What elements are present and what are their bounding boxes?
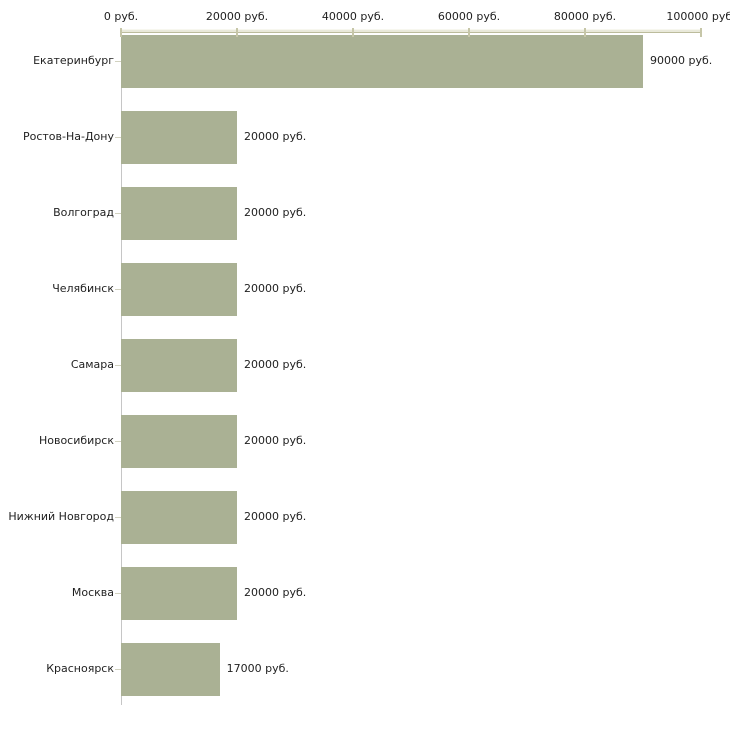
x-tick-mark — [584, 28, 586, 37]
x-tick-label: 60000 руб. — [437, 10, 501, 23]
bar — [121, 338, 237, 392]
value-label: 90000 руб. — [650, 54, 713, 67]
x-tick-label: 20000 руб. — [205, 10, 269, 23]
x-tick-label: 40000 руб. — [321, 10, 385, 23]
category-label: Красноярск — [46, 662, 114, 675]
category-label: Новосибирск — [38, 434, 114, 447]
category-tick — [115, 137, 121, 138]
category-label: Волгоград — [53, 206, 114, 219]
x-tick-mark — [120, 28, 122, 37]
bar — [121, 262, 237, 316]
bar — [121, 34, 643, 88]
category-label: Ростов-На-Дону — [22, 130, 114, 143]
x-tick-mark — [236, 28, 238, 37]
bar — [121, 110, 237, 164]
category-tick — [115, 441, 121, 442]
category-label: Москва — [71, 586, 114, 599]
category-tick — [115, 669, 121, 670]
value-label: 20000 руб. — [244, 434, 307, 447]
value-label: 20000 руб. — [244, 586, 307, 599]
value-label: 20000 руб. — [244, 130, 307, 143]
bar — [121, 414, 237, 468]
x-tick-mark — [700, 28, 702, 37]
category-tick — [115, 213, 121, 214]
category-tick — [115, 61, 121, 62]
value-label: 20000 руб. — [244, 206, 307, 219]
value-label: 20000 руб. — [244, 282, 307, 295]
value-label: 20000 руб. — [244, 510, 307, 523]
x-tick-mark — [468, 28, 470, 37]
category-tick — [115, 365, 121, 366]
category-label: Самара — [70, 358, 114, 371]
value-label: 17000 руб. — [226, 662, 289, 675]
category-label: Нижний Новгород — [8, 510, 114, 523]
x-tick-label: 80000 руб. — [553, 10, 617, 23]
bar — [121, 490, 237, 544]
bar — [121, 566, 237, 620]
x-tick-mark — [352, 28, 354, 37]
bar — [121, 642, 220, 696]
value-label: 20000 руб. — [244, 358, 307, 371]
category-label: Екатеринбург — [33, 54, 114, 67]
category-tick — [115, 593, 121, 594]
category-tick — [115, 289, 121, 290]
category-label: Челябинск — [52, 282, 114, 295]
x-tick-label: 0 руб. — [103, 10, 139, 23]
category-tick — [115, 517, 121, 518]
bar — [121, 186, 237, 240]
x-axis-line — [121, 29, 702, 33]
x-tick-label: 100000 руб. — [666, 10, 730, 23]
